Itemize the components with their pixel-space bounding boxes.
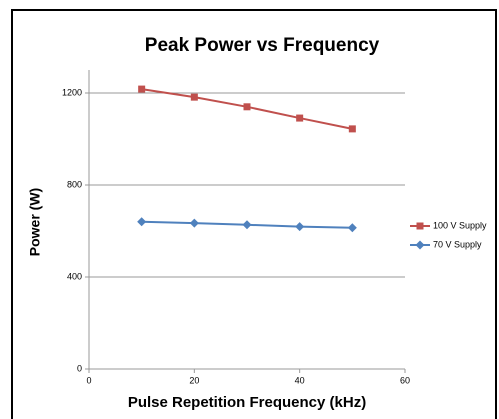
marker	[295, 222, 305, 232]
marker	[348, 125, 356, 133]
marker	[242, 220, 252, 230]
marker	[347, 223, 357, 233]
marker	[138, 85, 146, 93]
marker	[189, 218, 199, 228]
chart-title: Peak Power vs Frequency	[145, 35, 380, 56]
x-tick-label: 60	[400, 375, 410, 385]
y-axis-label: Power (W)	[27, 188, 43, 256]
x-tick-label: 20	[189, 375, 199, 385]
x-axis-label: Pulse Repetition Frequency (kHz)	[128, 394, 366, 411]
y-tick-label: 400	[67, 271, 82, 281]
y-tick-label: 0	[77, 363, 82, 373]
marker	[137, 217, 147, 227]
y-tick-label: 1200	[62, 87, 82, 97]
marker	[415, 240, 425, 250]
legend-label: 100 V Supply	[433, 220, 487, 230]
chart-frame	[11, 9, 497, 419]
marker	[296, 114, 304, 122]
marker	[190, 93, 198, 101]
x-tick-label: 40	[295, 375, 305, 385]
marker	[243, 103, 251, 111]
legend-label: 70 V Supply	[433, 239, 482, 249]
y-tick-label: 800	[67, 179, 82, 189]
x-tick-label: 0	[86, 375, 91, 385]
marker	[416, 222, 424, 230]
